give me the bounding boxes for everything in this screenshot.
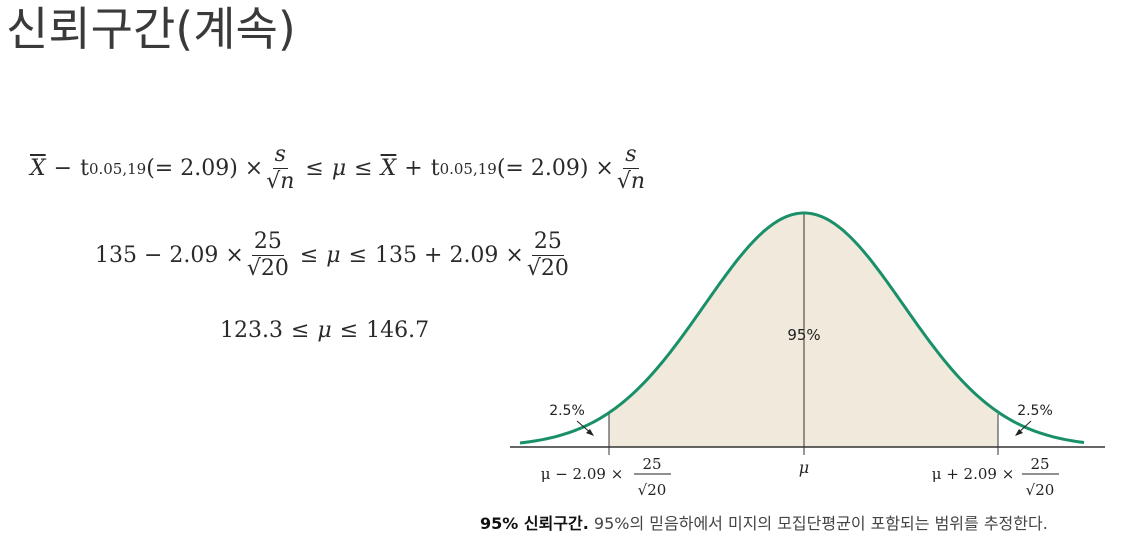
leq-sign: ≤: [354, 156, 373, 182]
equation-substituted: 135 − 2.09 × 25 √20 ≤ μ ≤ 135 + 2.09 × 2…: [95, 229, 572, 282]
right-bound-numerator: 25: [1030, 455, 1049, 473]
xbar-symbol: X: [380, 156, 397, 182]
figure-caption: 95% 신뢰구간. 95%의 믿음하에서 미지의 모집단평균이 포함되는 범위를…: [480, 510, 1048, 534]
right-bound-denominator: √20: [1026, 481, 1055, 499]
t-value: (= 2.09) ×: [146, 156, 264, 182]
left-bound-expression: μ − 2.09 ×: [541, 465, 624, 483]
equation-result: 123.3 ≤ μ ≤ 146.7: [220, 318, 429, 343]
mu-symbol: μ: [317, 318, 332, 343]
center-percent-label: 95%: [787, 326, 820, 344]
axis-mu-label: μ: [799, 458, 809, 477]
t-symbol: t: [430, 156, 440, 182]
equation-general: X − t 0.05,19 (= 2.09) × s √n ≤ μ ≤ X + t…: [30, 142, 648, 195]
t-subscript: 0.05,19: [439, 159, 497, 178]
xbar-symbol: X: [30, 156, 46, 182]
upper-expression: 135 + 2.09 ×: [375, 243, 524, 269]
25-over-root-20: 25 √20: [246, 229, 289, 282]
25-over-root-20: 25 √20: [526, 229, 569, 282]
left-tail-arrowhead: [586, 429, 594, 436]
slide-title: 신뢰구간(계속): [6, 2, 296, 56]
mu-symbol: μ: [326, 243, 341, 269]
s-over-root-n: s √n: [616, 142, 646, 195]
right-tail-label: 2.5%: [1017, 403, 1053, 419]
caption-heading: 95% 신뢰구간.: [480, 514, 589, 533]
leq-sign: ≤: [290, 318, 310, 343]
lower-expression: 135 − 2.09 ×: [95, 243, 244, 269]
right-bound-expression: μ + 2.09 ×: [932, 465, 1015, 483]
t-value: (= 2.09) ×: [496, 156, 614, 182]
plus-sign: +: [404, 156, 423, 182]
s-over-root-n: s √n: [266, 142, 295, 195]
normal-curve: [519, 211, 1085, 445]
left-bound-denominator: √20: [638, 481, 667, 499]
caption-text: 95%의 믿음하에서 미지의 모집단평균이 포함되는 범위를 추정한다.: [588, 514, 1048, 533]
leq-sign: ≤: [299, 243, 319, 269]
leq-sign: ≤: [348, 243, 368, 269]
left-tail-label: 2.5%: [549, 403, 585, 419]
leq-sign: ≤: [339, 318, 359, 343]
lower-bound-value: 123.3: [220, 318, 283, 343]
t-subscript: 0.05,19: [88, 159, 147, 178]
right-tail-arrowhead: [1015, 429, 1023, 436]
leq-sign: ≤: [305, 156, 324, 182]
mu-symbol: μ: [331, 156, 347, 182]
minus-sign: −: [53, 156, 73, 182]
upper-bound-value: 146.7: [366, 318, 430, 343]
t-symbol: t: [80, 156, 89, 182]
left-bound-numerator: 25: [642, 455, 661, 473]
